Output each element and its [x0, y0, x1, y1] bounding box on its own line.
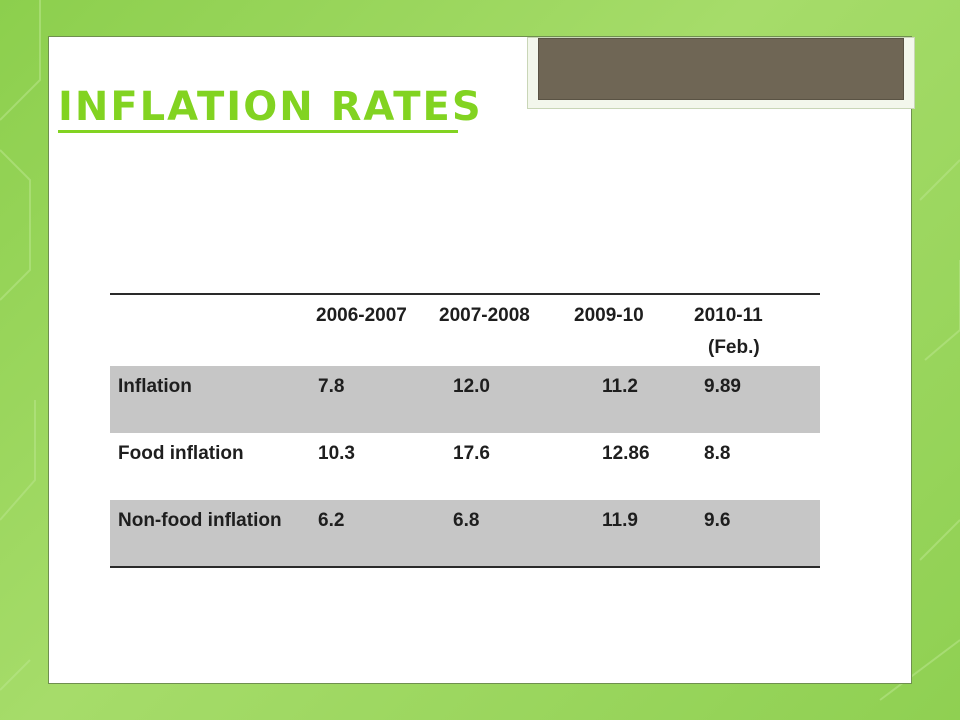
cell-value: 6.8: [453, 510, 480, 531]
header-feb-note: (Feb.): [708, 337, 760, 358]
row-label: Food inflation: [118, 443, 244, 464]
header-cell-2006-2007: 2006-2007: [316, 305, 407, 326]
slide-panel: [48, 36, 915, 684]
cell-value: 9.6: [704, 510, 731, 531]
header-cell-2010-11: 2010-11 (Feb.): [694, 294, 820, 366]
cell-value: 7.8: [318, 376, 345, 397]
header-tab-fill: [538, 38, 904, 100]
slide-title: Inflation Rates: [58, 84, 483, 130]
cell-value: 12.0: [453, 376, 490, 397]
inflation-table-container: 2006-2007 2007-2008 2009-10 2010-11 (Feb…: [110, 293, 820, 567]
header-cell-2007-2008: 2007-2008: [439, 305, 530, 326]
header-year-2010-11: 2010-11: [694, 305, 763, 326]
title-underline: [58, 130, 458, 133]
cell-value: 8.8: [704, 443, 731, 464]
inflation-table: 2006-2007 2007-2008 2009-10 2010-11 (Feb…: [110, 293, 820, 568]
table-row: Non-food inflation 6.2 6.8 11.9 9.6: [110, 500, 820, 567]
row-label: Inflation: [118, 376, 192, 397]
cell-value: 10.3: [318, 443, 355, 464]
cell-value: 12.86: [602, 443, 650, 464]
table-header-row: 2006-2007 2007-2008 2009-10 2010-11 (Feb…: [110, 294, 820, 366]
cell-value: 9.89: [704, 376, 741, 397]
cell-value: 17.6: [453, 443, 490, 464]
table-row: Inflation 7.8 12.0 11.2 9.89: [110, 366, 820, 433]
row-label: Non-food inflation: [118, 510, 282, 531]
table-row: Food inflation 10.3 17.6 12.86 8.8: [110, 433, 820, 500]
header-cell-2009-10: 2009-10: [574, 305, 644, 326]
cell-value: 11.2: [602, 376, 638, 397]
header-tab: [527, 37, 915, 109]
header-cell-empty: [110, 294, 316, 366]
cell-value: 6.2: [318, 510, 345, 531]
cell-value: 11.9: [602, 510, 638, 531]
